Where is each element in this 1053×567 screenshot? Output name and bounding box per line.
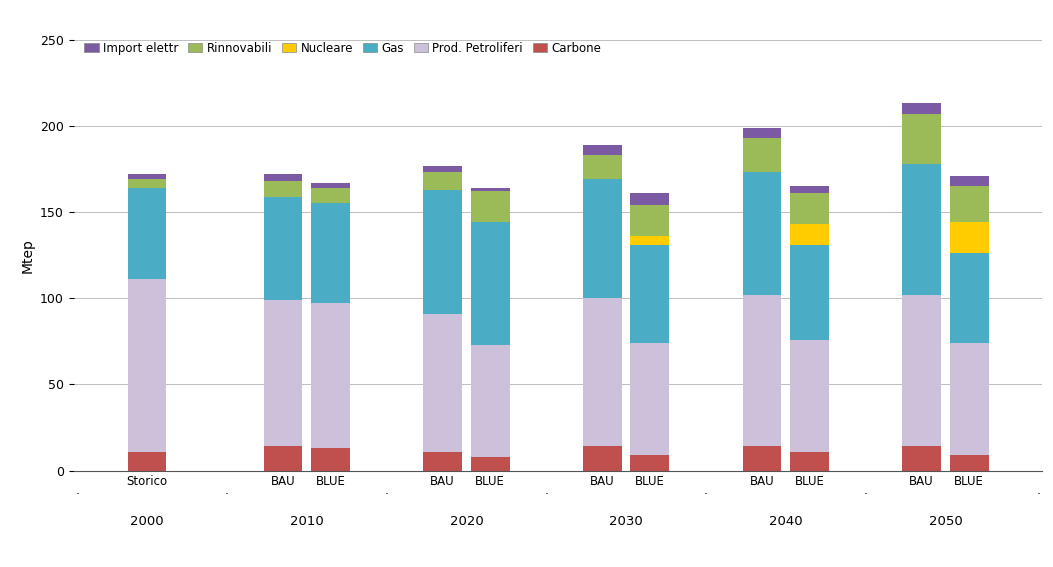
Bar — [742, 138, 781, 172]
Bar — [902, 114, 941, 164]
Bar — [631, 455, 670, 471]
Bar — [950, 455, 989, 471]
Bar — [950, 186, 989, 222]
Bar — [127, 452, 166, 471]
Text: .: . — [225, 484, 229, 497]
Bar — [311, 183, 350, 188]
Bar — [423, 189, 462, 314]
Bar — [127, 179, 166, 188]
Bar — [631, 193, 670, 205]
Bar — [902, 164, 941, 295]
Bar — [263, 197, 302, 300]
Bar — [742, 446, 781, 471]
Legend: Import elettr, Rinnovabili, Nucleare, Gas, Prod. Petroliferi, Carbone: Import elettr, Rinnovabili, Nucleare, Ga… — [80, 37, 605, 60]
Bar — [950, 253, 989, 343]
Bar — [790, 224, 829, 245]
Bar — [583, 155, 621, 179]
Bar — [902, 446, 941, 471]
Bar — [311, 204, 350, 303]
Bar — [742, 172, 781, 295]
Bar — [127, 280, 166, 452]
Bar — [583, 145, 621, 155]
Bar — [423, 166, 462, 172]
Bar — [950, 222, 989, 253]
Bar — [950, 343, 989, 455]
Text: .: . — [863, 484, 868, 497]
Bar — [790, 193, 829, 224]
Text: .: . — [544, 484, 549, 497]
Bar — [127, 174, 166, 179]
Bar — [471, 345, 510, 457]
Bar — [950, 176, 989, 186]
Bar — [631, 236, 670, 245]
Bar — [423, 452, 462, 471]
Bar — [902, 295, 941, 446]
Text: .: . — [76, 484, 80, 497]
Bar — [583, 179, 621, 298]
Bar — [423, 172, 462, 189]
Text: 2030: 2030 — [610, 515, 643, 528]
Text: .: . — [384, 484, 389, 497]
Text: .: . — [1036, 484, 1040, 497]
Text: .: . — [703, 484, 708, 497]
Bar — [583, 298, 621, 446]
Bar — [742, 128, 781, 138]
Bar — [790, 186, 829, 193]
Bar — [583, 446, 621, 471]
Bar — [423, 314, 462, 452]
Bar — [311, 303, 350, 448]
Bar — [311, 448, 350, 471]
Bar — [631, 205, 670, 236]
Bar — [471, 188, 510, 192]
Bar — [790, 452, 829, 471]
Bar — [790, 245, 829, 340]
Y-axis label: Mtep: Mtep — [21, 238, 35, 273]
Text: 2020: 2020 — [450, 515, 483, 528]
Bar — [263, 174, 302, 181]
Bar — [471, 192, 510, 222]
Text: 2000: 2000 — [131, 515, 164, 528]
Bar — [263, 300, 302, 446]
Text: 2050: 2050 — [929, 515, 962, 528]
Bar — [790, 340, 829, 452]
Bar — [311, 188, 350, 204]
Bar — [631, 245, 670, 343]
Bar — [902, 103, 941, 114]
Bar — [263, 446, 302, 471]
Bar — [263, 181, 302, 197]
Bar — [127, 188, 166, 280]
Bar — [631, 343, 670, 455]
Bar — [742, 295, 781, 446]
Text: 2010: 2010 — [290, 515, 323, 528]
Bar — [471, 222, 510, 345]
Bar — [471, 457, 510, 471]
Text: 2040: 2040 — [769, 515, 802, 528]
